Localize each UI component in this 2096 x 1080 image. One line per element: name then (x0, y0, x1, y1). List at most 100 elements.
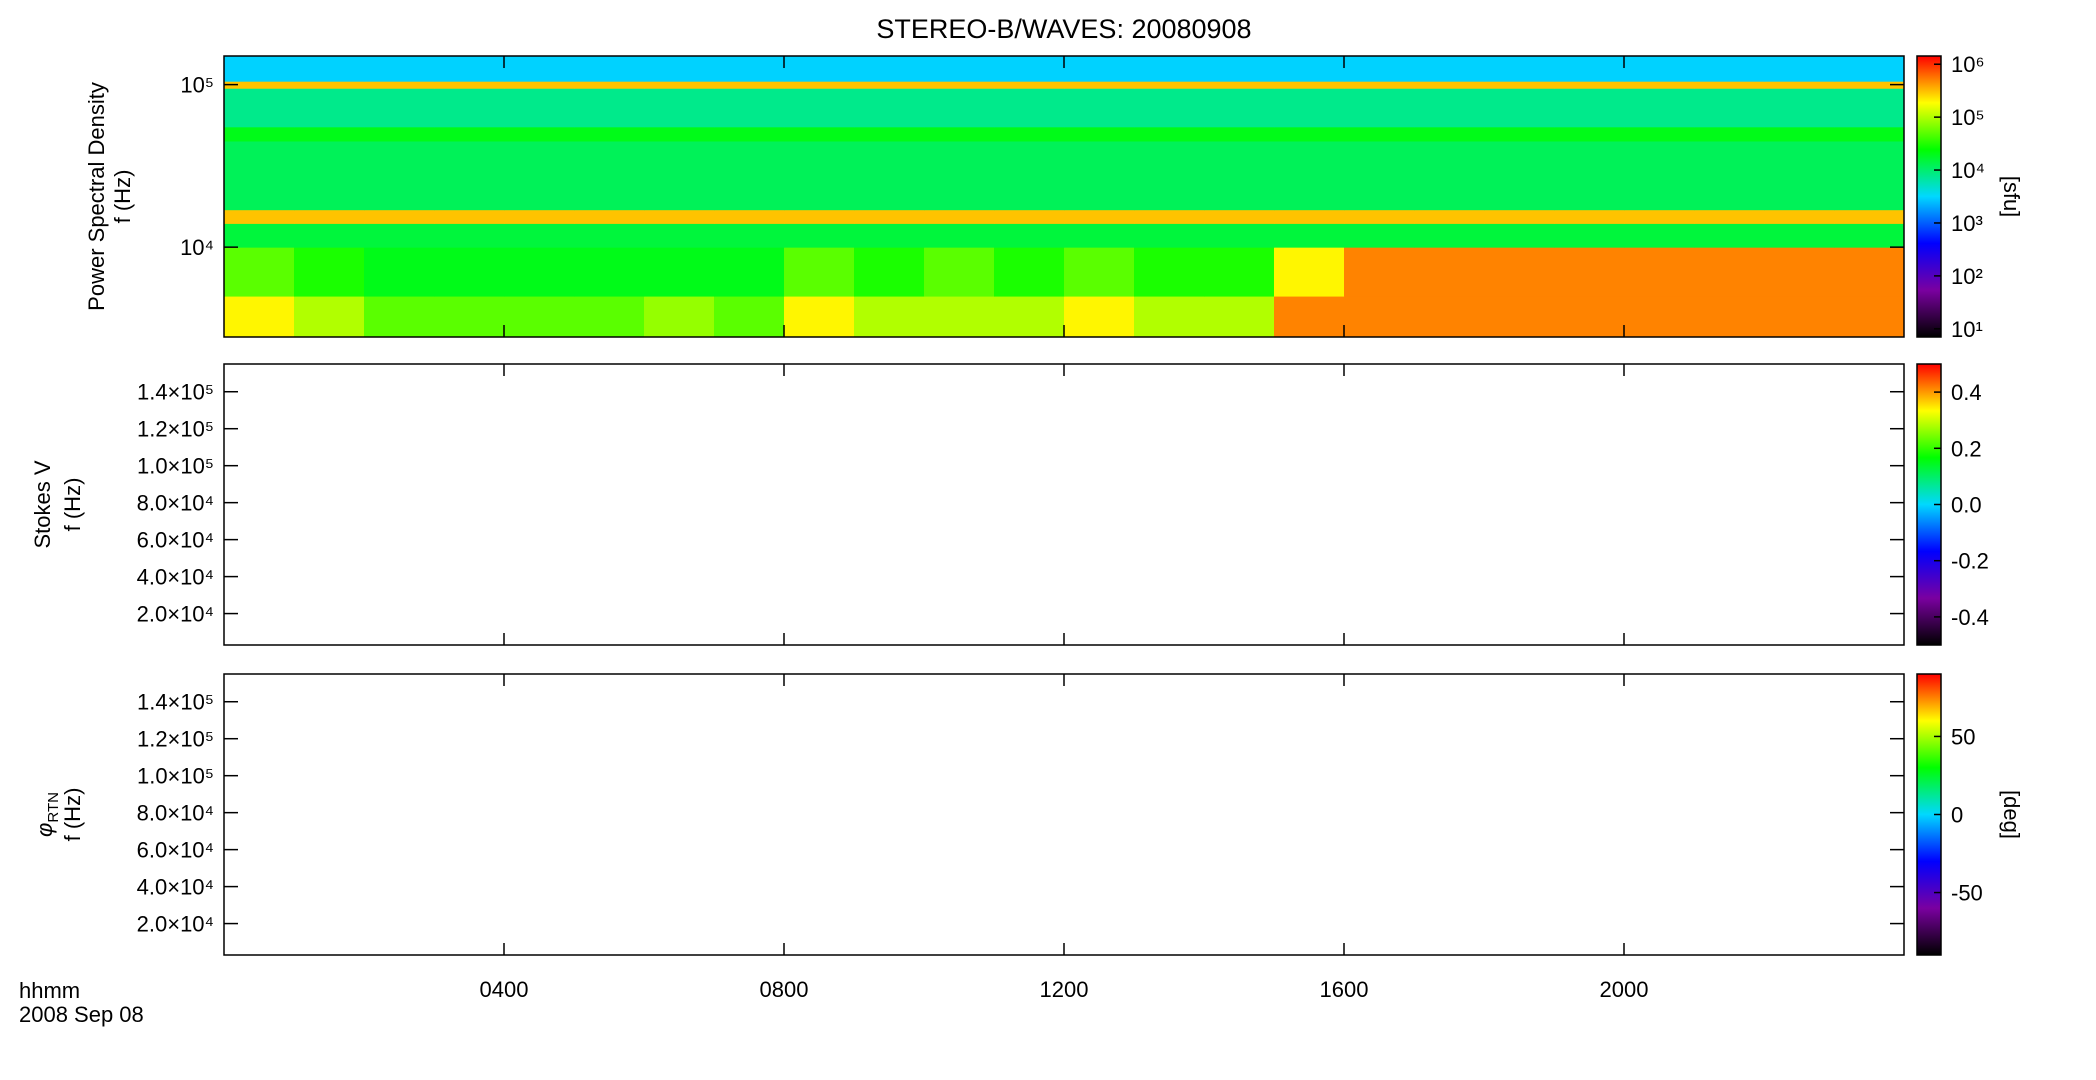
heatmap-cell (714, 247, 785, 297)
heatmap-cell (1134, 247, 1205, 297)
heatmap-cell (364, 56, 435, 82)
heatmap-cell (1484, 209, 1555, 224)
heatmap-cell (574, 247, 645, 297)
heatmap-cell (1134, 223, 1205, 248)
heatmap-cell (1694, 88, 1765, 128)
heatmap-cell (1484, 126, 1555, 142)
y-unit-label: f (Hz) (110, 170, 135, 224)
heatmap-cell (714, 140, 785, 211)
heatmap-cell (1064, 247, 1135, 297)
heatmap-cell (1344, 296, 1415, 338)
y-label: Stokes V (30, 460, 55, 548)
heatmap-cell (854, 88, 925, 128)
heatmap-cell (854, 223, 925, 248)
heatmap-cell (1344, 56, 1415, 82)
heatmap-cell (1834, 209, 1905, 224)
x-tick-label: 0800 (760, 977, 809, 1002)
heatmap-cell (1554, 81, 1625, 89)
time-label: hhmm (19, 978, 80, 1003)
heatmap-cell (294, 296, 365, 338)
heatmap-cell (504, 81, 575, 89)
heatmap-cell (1274, 296, 1345, 338)
heatmap-cell (924, 140, 995, 211)
heatmap-cell (364, 247, 435, 297)
heatmap-cell (1414, 247, 1485, 297)
heatmap-cell (1694, 81, 1765, 89)
heatmap-cell (1554, 88, 1625, 128)
heatmap-cell (434, 140, 505, 211)
y-label-sub: RTN (45, 792, 62, 823)
y-tick-label: 2.0×10⁴ (137, 912, 214, 937)
heatmap-cell (434, 56, 505, 82)
heatmap-cell (924, 81, 995, 89)
colorbar-tick-label: 10² (1951, 264, 1983, 289)
colorbar-tick-label: 10³ (1951, 211, 1983, 236)
heatmap-cell (1834, 81, 1905, 89)
y-unit-label: f (Hz) (60, 788, 85, 842)
heatmap-cell (294, 88, 365, 128)
heatmap-cell (994, 140, 1065, 211)
heatmap-cell (504, 126, 575, 142)
heatmap-cell (1064, 296, 1135, 338)
heatmap-cell (1624, 223, 1695, 248)
heatmap-cell (1764, 209, 1835, 224)
heatmap-cell (1624, 296, 1695, 338)
heatmap-cell (1344, 88, 1415, 128)
y-tick-label: 4.0×10⁴ (137, 875, 214, 900)
heatmap-cell (364, 81, 435, 89)
heatmap-cell (1344, 140, 1415, 211)
heatmap-cell (1834, 126, 1905, 142)
heatmap-cell (574, 88, 645, 128)
heatmap-cell (504, 88, 575, 128)
heatmap-cell (644, 223, 715, 248)
heatmap-cell (1064, 223, 1135, 248)
heatmap-cell (1274, 88, 1345, 128)
heatmap-cell (644, 296, 715, 338)
y-unit-label: f (Hz) (60, 478, 85, 532)
heatmap-cell (294, 209, 365, 224)
heatmap-cell (364, 209, 435, 224)
plot-background (224, 674, 1904, 955)
heatmap-cell (1204, 56, 1275, 82)
heatmap-cell (784, 88, 855, 128)
heatmap-cell (1344, 81, 1415, 89)
heatmap-cell (784, 56, 855, 82)
heatmap-cell (1764, 140, 1835, 211)
x-tick-label: 1200 (1040, 977, 1089, 1002)
heatmap-cell (854, 247, 925, 297)
x-tick-label: 1600 (1320, 977, 1369, 1002)
heatmap-cell (714, 88, 785, 128)
heatmap-cell (1554, 296, 1625, 338)
heatmap-cell (994, 126, 1065, 142)
colorbar-tick-label: 0 (1951, 803, 1963, 828)
heatmap-cell (1274, 223, 1345, 248)
heatmap-cell (1414, 126, 1485, 142)
heatmap-cell (1624, 81, 1695, 89)
heatmap-cell (994, 296, 1065, 338)
heatmap-cell (434, 247, 505, 297)
heatmap-cell (924, 88, 995, 128)
heatmap-cell (434, 126, 505, 142)
heatmap-cell (1344, 247, 1415, 297)
colorbar-label: [sfu] (1999, 176, 2024, 218)
y-label: φRTN (32, 792, 62, 837)
heatmap-cell (294, 223, 365, 248)
heatmap-cell (924, 223, 995, 248)
heatmap-cell (1064, 81, 1135, 89)
heatmap-cell (364, 126, 435, 142)
heatmap-cell (1134, 209, 1205, 224)
heatmap-cell (714, 296, 785, 338)
heatmap-cell (1134, 140, 1205, 211)
heatmap-cell (1274, 81, 1345, 89)
heatmap-cell (784, 81, 855, 89)
heatmap-cell (1764, 81, 1835, 89)
heatmap-cell (784, 140, 855, 211)
heatmap-cell (504, 247, 575, 297)
heatmap-cell (924, 209, 995, 224)
heatmap-cell (924, 296, 995, 338)
heatmap-cell (504, 296, 575, 338)
heatmap-cell (994, 223, 1065, 248)
heatmap-cell (1624, 88, 1695, 128)
